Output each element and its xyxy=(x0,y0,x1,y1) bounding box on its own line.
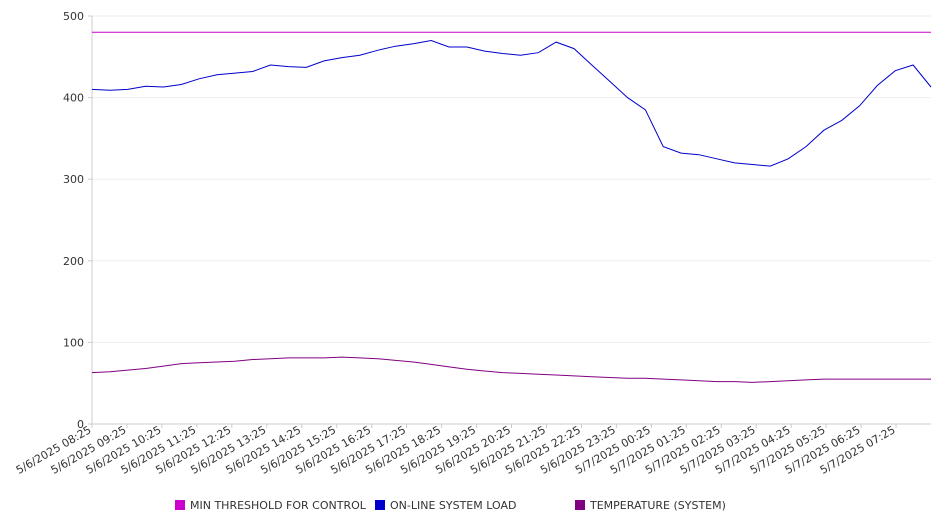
legend: MIN THRESHOLD FOR CONTROL ON-LINE SYSTEM … xyxy=(175,499,726,512)
legend-swatch-min-threshold-for-control xyxy=(175,500,185,510)
y-tick-label: 400 xyxy=(63,92,84,105)
series-line-on-line-system-load xyxy=(91,39,932,167)
y-tick-label: 100 xyxy=(63,336,84,349)
y-tick-label: 300 xyxy=(63,173,84,186)
legend-label-on-line-system-load: ON-LINE SYSTEM LOAD xyxy=(390,499,516,512)
grid-lines xyxy=(92,15,931,343)
axes xyxy=(91,16,931,425)
y-tick-label: 200 xyxy=(63,255,84,268)
series-lines xyxy=(91,31,932,383)
legend-label-temperature-system: TEMPERATURE (SYSTEM) xyxy=(589,499,726,512)
series-line-temperature-system xyxy=(91,356,931,383)
y-tick-label: 0 xyxy=(77,418,84,431)
y-tick-labels: 0 100 200 300 400 500 xyxy=(63,10,92,431)
legend-swatch-on-line-system-load xyxy=(375,500,385,510)
legend-swatch-temperature-system xyxy=(575,500,585,510)
x-tick-labels: 5/6/2025 08:255/6/2025 09:255/6/2025 10:… xyxy=(14,423,898,477)
legend-label-min-threshold-for-control: MIN THRESHOLD FOR CONTROL xyxy=(190,499,367,512)
y-tick-label: 500 xyxy=(63,10,84,23)
